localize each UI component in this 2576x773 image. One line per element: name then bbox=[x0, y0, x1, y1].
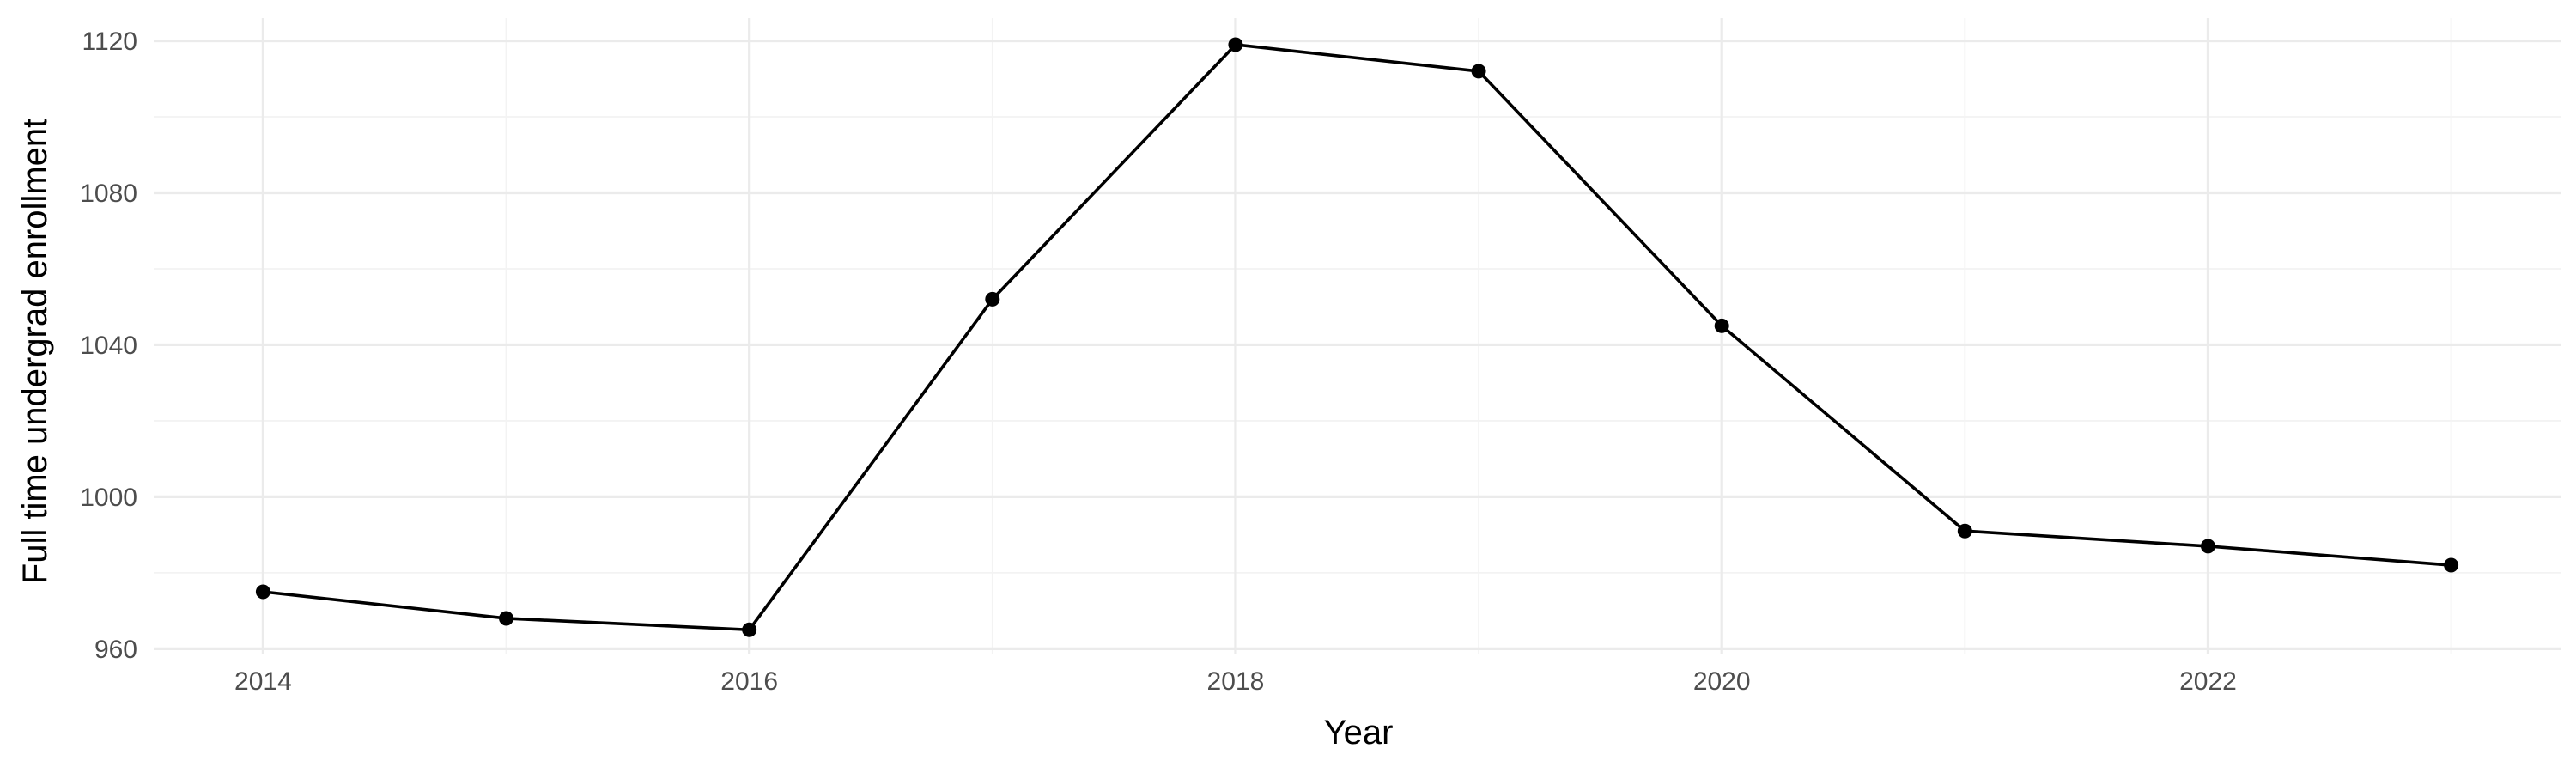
data-point-2018 bbox=[1228, 37, 1243, 52]
x-tick-label: 2020 bbox=[1693, 667, 1751, 696]
y-tick-label: 960 bbox=[94, 636, 137, 664]
data-point-2022 bbox=[2200, 539, 2215, 554]
minor-gridlines bbox=[154, 18, 2561, 654]
x-tick-label: 2016 bbox=[720, 667, 778, 696]
x-axis-title: Year bbox=[1324, 714, 1394, 752]
x-tick-label: 2022 bbox=[2179, 667, 2237, 696]
x-tick-label: 2018 bbox=[1207, 667, 1265, 696]
x-tick-labels: 2014 2016 2018 2020 2022 bbox=[234, 667, 2237, 696]
data-point-2015 bbox=[499, 611, 514, 626]
major-gridlines bbox=[154, 18, 2561, 654]
data-point-2023 bbox=[2444, 557, 2459, 573]
data-point-2020 bbox=[1714, 318, 1729, 333]
series-line-0 bbox=[261, 43, 2453, 632]
y-tick-label: 1080 bbox=[80, 180, 137, 208]
y-tick-labels: 960 1000 1040 1080 1120 bbox=[80, 27, 137, 664]
data-point-2021 bbox=[1957, 523, 1972, 539]
y-tick-label: 1000 bbox=[80, 484, 137, 512]
data-point-2017 bbox=[985, 291, 1000, 307]
data-point-2019 bbox=[1471, 64, 1486, 79]
data-point-2014 bbox=[255, 584, 270, 600]
y-tick-label: 1040 bbox=[80, 332, 137, 360]
series-layer bbox=[255, 37, 2459, 637]
data-point-2016 bbox=[742, 622, 757, 637]
y-tick-label: 1120 bbox=[82, 27, 137, 56]
y-axis-title: Full time undergrad enrollment bbox=[16, 119, 54, 584]
x-tick-label: 2014 bbox=[234, 667, 292, 696]
